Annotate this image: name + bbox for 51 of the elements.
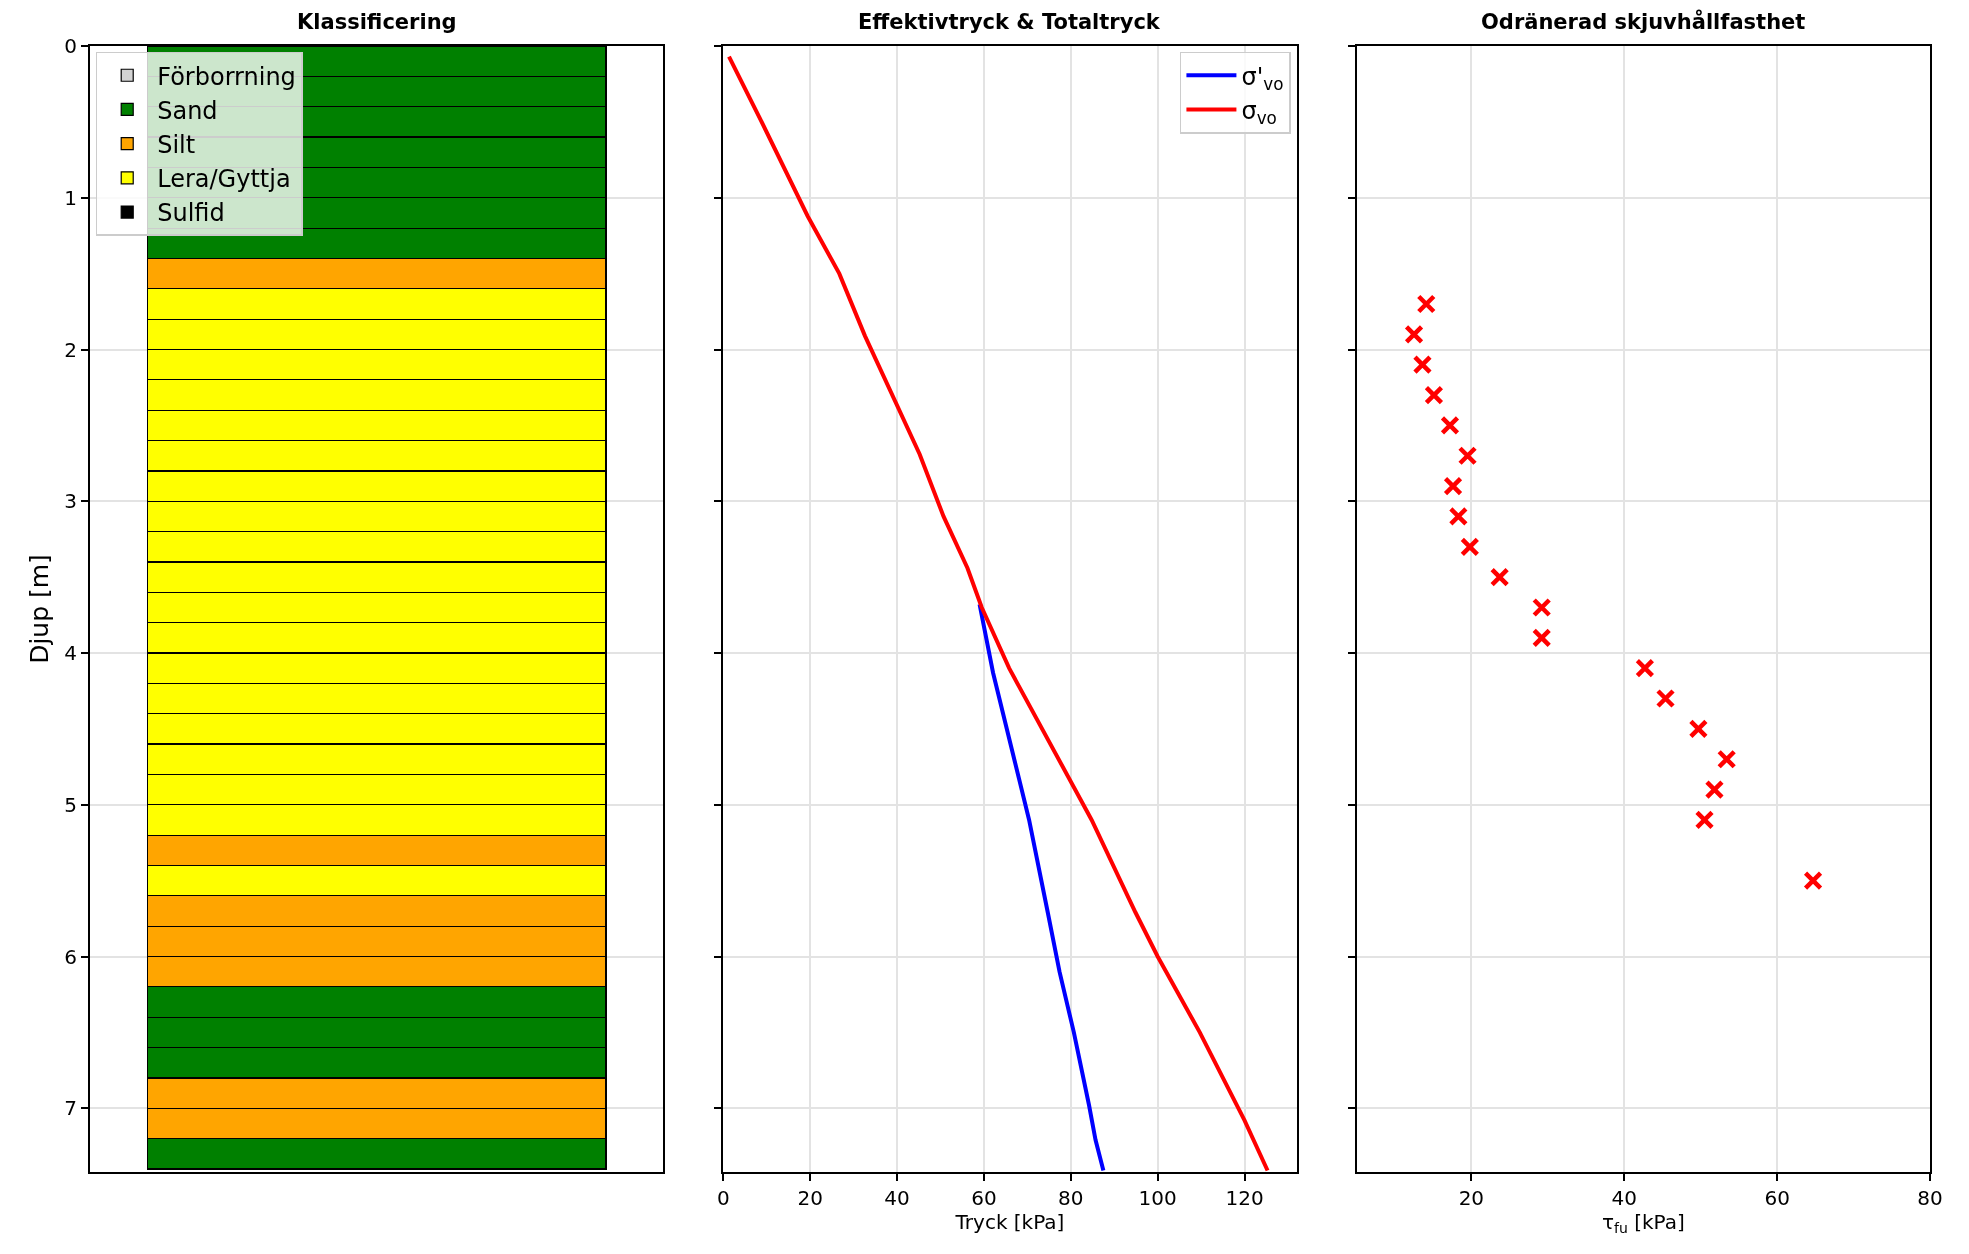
- point: [1716, 749, 1737, 769]
- x-axis-title: τ$_{fu}$ [kPa]: [1601, 1209, 1685, 1237]
- x-tick-label: 60: [1764, 1185, 1790, 1210]
- point: [1803, 870, 1823, 891]
- y-tick-label: 6: [64, 944, 77, 969]
- point: [1704, 779, 1725, 800]
- point: [1655, 688, 1676, 709]
- x-tick-label: 40: [1611, 1185, 1637, 1210]
- x-tick-label: 80: [1058, 1185, 1084, 1210]
- legend-label: Förborrning: [157, 62, 296, 91]
- y-tick-label: 1: [64, 185, 77, 210]
- x-tick-label: 60: [971, 1185, 997, 1210]
- point: [1440, 415, 1460, 436]
- point: [1443, 476, 1463, 496]
- point: [1531, 597, 1552, 618]
- legend-label: Sulfid: [157, 199, 225, 228]
- chart-title: Klassificering: [297, 10, 457, 34]
- point: [1531, 628, 1552, 648]
- point: [1457, 445, 1478, 466]
- x-tick-label: 120: [1225, 1185, 1264, 1210]
- x-tick-label: 100: [1138, 1185, 1177, 1210]
- point: [1688, 719, 1709, 739]
- point: [1404, 324, 1424, 345]
- legend-label: σ$_{vo}$: [1241, 96, 1277, 128]
- y-tick-label: 0: [64, 34, 77, 59]
- y-tick-label: 3: [64, 489, 77, 514]
- x-tick-label: 40: [884, 1185, 910, 1210]
- point: [1489, 567, 1510, 587]
- point: [1448, 506, 1469, 527]
- x-axis-title: Tryck [kPa]: [954, 1209, 1065, 1234]
- y-tick-label: 5: [64, 792, 77, 817]
- x-tick-label: 20: [1458, 1185, 1485, 1210]
- chart-title: Odränerad skjuvhållfasthet: [1481, 9, 1806, 34]
- point: [1412, 354, 1433, 375]
- point: [1460, 537, 1480, 557]
- legend-label: Lera/Gyttja: [157, 165, 291, 194]
- y-tick-label: 7: [64, 1096, 77, 1121]
- legend-label: σ'$_{vo}$: [1241, 62, 1284, 94]
- chart-title: Effektivtryck & Totaltryck: [858, 10, 1161, 34]
- y-axis-title: Djup [m]: [25, 554, 55, 664]
- point: [1416, 294, 1437, 314]
- x-tick-label: 20: [797, 1185, 823, 1210]
- legend-label: Silt: [157, 131, 196, 160]
- point: [1635, 658, 1655, 678]
- point: [1424, 385, 1444, 405]
- y-tick-label: 2: [64, 337, 77, 362]
- point: [1694, 810, 1715, 830]
- x-tick-label: 80: [1917, 1185, 1943, 1210]
- legend-label: Sand: [157, 96, 218, 125]
- y-tick-label: 4: [64, 641, 77, 666]
- x-tick-label: 0: [716, 1185, 730, 1210]
